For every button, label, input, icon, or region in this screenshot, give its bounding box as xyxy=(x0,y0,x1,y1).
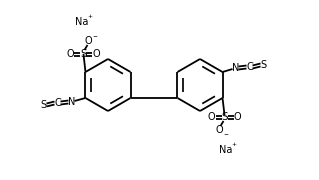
Text: Na: Na xyxy=(76,17,89,27)
Text: O: O xyxy=(234,112,241,122)
Text: O: O xyxy=(208,112,215,122)
Text: N: N xyxy=(232,63,239,73)
Text: $^{+}$: $^{+}$ xyxy=(87,14,94,22)
Text: $^{+}$: $^{+}$ xyxy=(231,141,237,150)
Text: S: S xyxy=(260,60,267,70)
Text: S: S xyxy=(41,100,47,110)
Text: O: O xyxy=(67,49,74,59)
Text: Na: Na xyxy=(219,145,232,155)
Text: $^{-}$: $^{-}$ xyxy=(223,130,230,140)
Text: O: O xyxy=(85,36,92,46)
Text: O: O xyxy=(216,125,223,135)
Text: S: S xyxy=(80,49,87,59)
Text: C: C xyxy=(54,98,61,108)
Text: C: C xyxy=(246,62,253,72)
Text: O: O xyxy=(93,49,100,59)
Text: S: S xyxy=(221,112,228,122)
Text: N: N xyxy=(68,97,75,107)
Text: $^{-}$: $^{-}$ xyxy=(92,33,99,42)
